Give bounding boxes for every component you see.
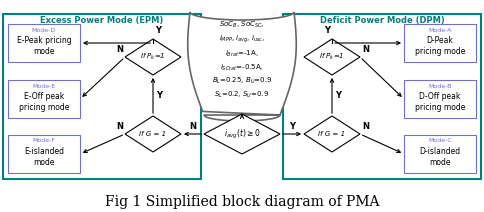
Text: $SoC_B$, $SoC_{SC}$,
$i_{MPP}$, $i_{avg}$, $i_{usc}$,
$i_{Brat}$=-1A,
$i_{SCrat}: $SoC_B$, $SoC_{SC}$, $i_{MPP}$, $i_{avg}… xyxy=(212,20,272,100)
Text: E-islanded
mode: E-islanded mode xyxy=(24,147,64,167)
Text: N: N xyxy=(116,45,123,54)
Text: Excess Power Mode (EPM): Excess Power Mode (EPM) xyxy=(40,15,164,25)
Text: Y: Y xyxy=(335,91,341,100)
Polygon shape xyxy=(188,12,296,121)
Polygon shape xyxy=(204,114,280,154)
Text: N: N xyxy=(189,122,196,131)
Text: E-Peak pricing
mode: E-Peak pricing mode xyxy=(16,36,71,56)
Text: Mode-B: Mode-B xyxy=(428,84,452,88)
Text: If G = 1: If G = 1 xyxy=(139,131,166,137)
Text: Mode-E: Mode-E xyxy=(32,84,56,88)
Text: Y: Y xyxy=(155,26,161,35)
Polygon shape xyxy=(304,39,360,75)
Bar xyxy=(404,135,476,173)
Bar xyxy=(404,80,476,118)
Text: If $P_k$=1: If $P_k$=1 xyxy=(140,52,166,62)
Text: Mode-A: Mode-A xyxy=(428,28,452,32)
Text: Mode-C: Mode-C xyxy=(428,138,452,144)
Polygon shape xyxy=(125,39,181,75)
Text: N: N xyxy=(362,45,369,54)
Text: Deficit Power Mode (DPM): Deficit Power Mode (DPM) xyxy=(319,15,444,25)
Bar xyxy=(404,24,476,62)
Text: Mode-F: Mode-F xyxy=(32,138,56,144)
Text: Y: Y xyxy=(289,122,295,131)
Text: D-Off peak
pricing mode: D-Off peak pricing mode xyxy=(415,92,465,112)
Bar xyxy=(3,14,201,179)
Text: N: N xyxy=(362,122,369,131)
Bar xyxy=(283,14,481,179)
Bar xyxy=(8,80,80,118)
Text: Fig 1 Simplified block diagram of PMA: Fig 1 Simplified block diagram of PMA xyxy=(105,195,379,209)
Text: Mode-D: Mode-D xyxy=(32,28,56,32)
Polygon shape xyxy=(304,116,360,152)
Bar xyxy=(8,135,80,173)
Text: If $P_k$=1: If $P_k$=1 xyxy=(319,52,345,62)
Text: Y: Y xyxy=(324,26,330,35)
Text: D-islanded
mode: D-islanded mode xyxy=(420,147,461,167)
Text: $i_{avg}(t)\geq 0$: $i_{avg}(t)\geq 0$ xyxy=(224,127,260,141)
Polygon shape xyxy=(125,116,181,152)
Text: N: N xyxy=(116,122,123,131)
Text: E-Off peak
pricing mode: E-Off peak pricing mode xyxy=(19,92,69,112)
Text: D-Peak
pricing mode: D-Peak pricing mode xyxy=(415,36,465,56)
Bar xyxy=(8,24,80,62)
Text: If G = 1: If G = 1 xyxy=(318,131,346,137)
Text: Y: Y xyxy=(156,91,162,100)
